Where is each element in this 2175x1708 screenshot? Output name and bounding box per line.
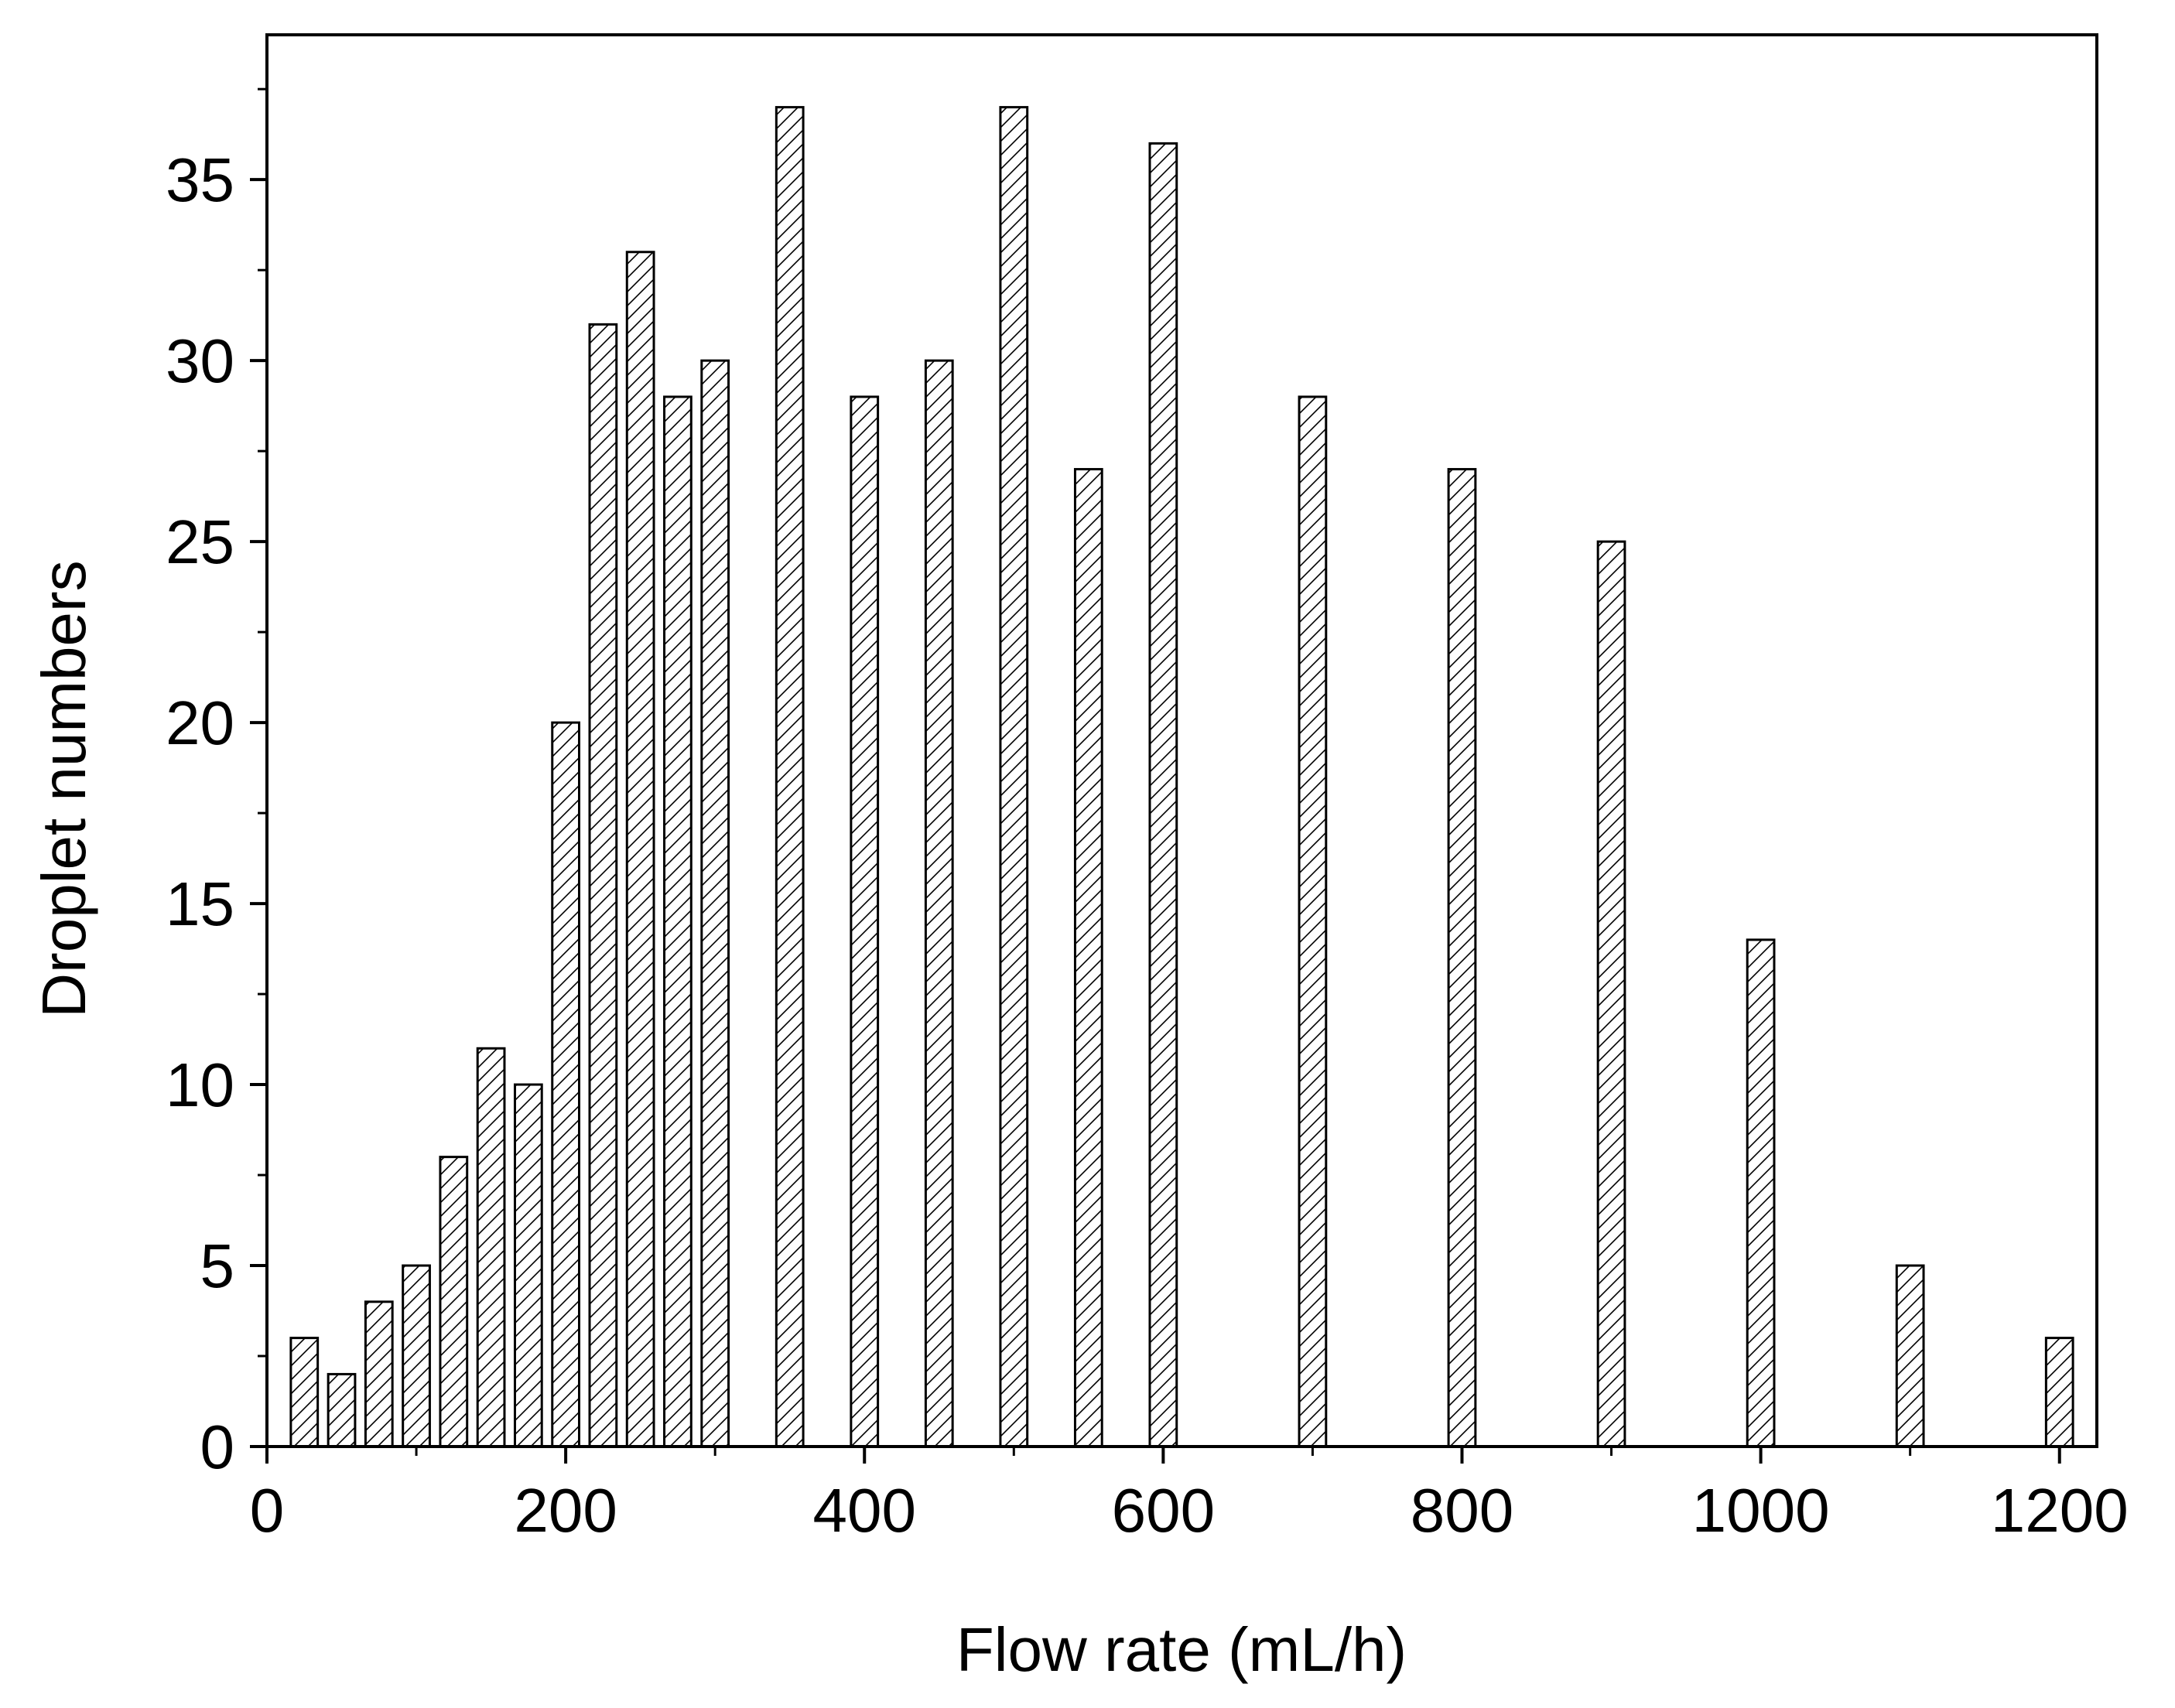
bar-225 bbox=[588, 323, 618, 1448]
y-axis-ticks: 0 5 10 15 20 25 30 35 bbox=[166, 87, 267, 1481]
x-tick-label-800: 800 bbox=[1411, 1476, 1513, 1545]
x-axis-label: Flow rate (mL/h) bbox=[956, 1615, 1407, 1684]
bar-900 bbox=[1596, 540, 1626, 1448]
y-tick-label-10: 10 bbox=[166, 1050, 234, 1119]
x-tick-label-1200: 1200 bbox=[1991, 1476, 2129, 1545]
x-tick-label-400: 400 bbox=[813, 1476, 916, 1545]
x-tick-label-1000: 1000 bbox=[1692, 1476, 1830, 1545]
y-tick-label-20: 20 bbox=[166, 688, 234, 757]
bar-125 bbox=[439, 1156, 469, 1448]
y-tick-label-5: 5 bbox=[200, 1231, 235, 1300]
bar-600 bbox=[1148, 142, 1178, 1448]
bar-800 bbox=[1447, 468, 1477, 1448]
y-axis-label: Droplet numbers bbox=[29, 560, 98, 1017]
x-tick-label-600: 600 bbox=[1112, 1476, 1215, 1545]
bars-group bbox=[289, 106, 2074, 1448]
bar-100 bbox=[402, 1264, 431, 1448]
bar-50 bbox=[327, 1372, 357, 1448]
bar-1000 bbox=[1746, 938, 1776, 1448]
bar-550 bbox=[1073, 468, 1103, 1448]
plot-area-frame bbox=[265, 33, 2098, 1448]
y-tick-label-15: 15 bbox=[166, 869, 234, 938]
y-tick-label-25: 25 bbox=[166, 507, 234, 576]
y-tick-label-30: 30 bbox=[166, 326, 234, 395]
y-tick-label-0: 0 bbox=[200, 1413, 235, 1481]
bar-150 bbox=[476, 1047, 506, 1448]
bar-200 bbox=[551, 721, 580, 1448]
y-tick-label-35: 35 bbox=[166, 145, 234, 214]
bar-700 bbox=[1298, 395, 1328, 1448]
bar-400 bbox=[850, 395, 880, 1448]
bar-500 bbox=[999, 106, 1029, 1448]
bar-1200 bbox=[2044, 1337, 2074, 1448]
x-tick-label-0: 0 bbox=[250, 1476, 285, 1545]
bar-250 bbox=[625, 251, 655, 1448]
x-tick-label-200: 200 bbox=[514, 1476, 617, 1545]
bar-275 bbox=[663, 395, 693, 1448]
bar-1100 bbox=[1895, 1264, 1925, 1448]
bar-450 bbox=[924, 359, 954, 1448]
bar-300 bbox=[700, 359, 730, 1448]
bar-25 bbox=[289, 1337, 320, 1448]
bar-75 bbox=[364, 1300, 394, 1448]
bar-350 bbox=[775, 106, 805, 1448]
x-axis-ticks: 0 200 400 600 800 1000 1200 bbox=[250, 1447, 2129, 1545]
bar-175 bbox=[513, 1083, 543, 1448]
